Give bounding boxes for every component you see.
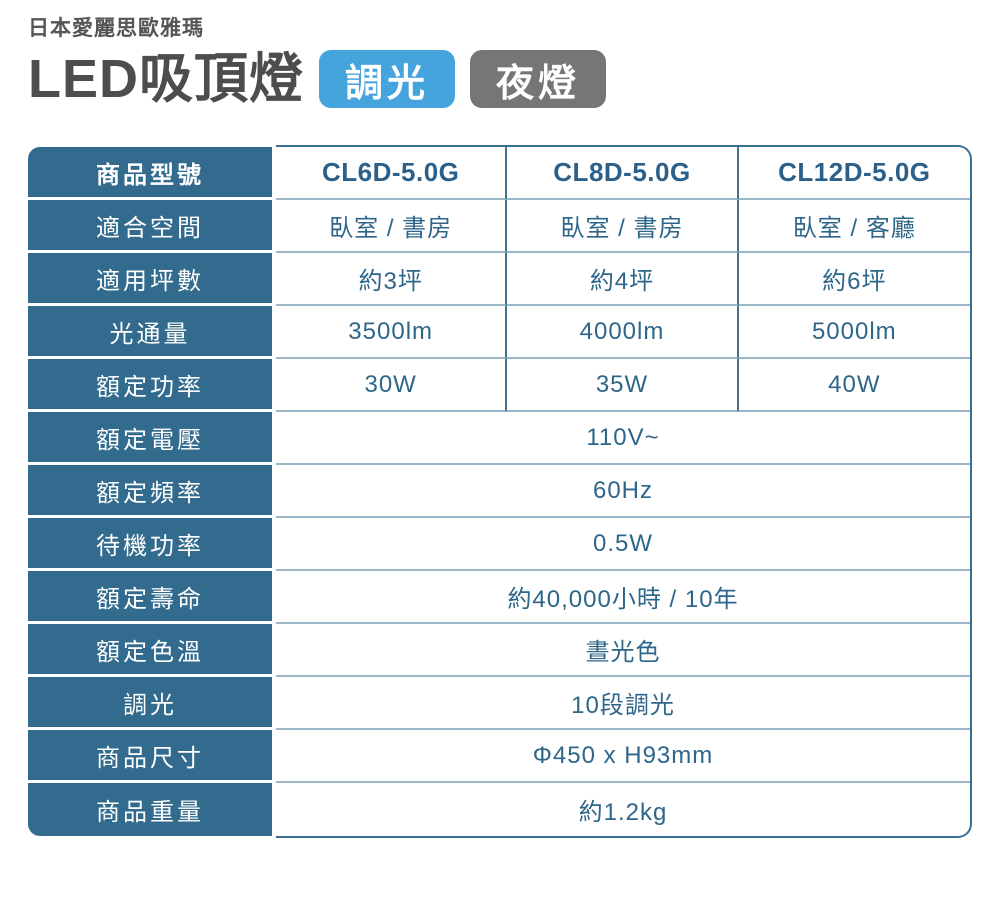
spec-data-area: CL6D-5.0G CL8D-5.0G CL12D-5.0G 臥室 / 書房 臥… [276, 145, 972, 838]
brand-name: 日本愛麗思歐雅瑪 [28, 17, 204, 40]
spec-value-cell: 約3坪 [276, 253, 508, 306]
row-label-rated-life: 額定壽命 [28, 571, 272, 624]
row-label-luminous-flux: 光通量 [28, 306, 272, 359]
spec-value-cell: 5000lm [738, 306, 970, 359]
row-label-rated-power: 額定功率 [28, 359, 272, 412]
row-label-area: 適用坪數 [28, 253, 272, 306]
row-label-color-temp: 額定色溫 [28, 624, 272, 677]
spec-value-cell: 3500lm [276, 306, 508, 359]
row-label-weight: 商品重量 [28, 783, 272, 836]
row-label-space: 適合空間 [28, 200, 272, 253]
spec-value-cell: 30W [276, 359, 508, 412]
spec-value-cell-span: 10段調光 [276, 677, 970, 730]
row-label-dimming: 調光 [28, 677, 272, 730]
spec-value-cell: 約4坪 [507, 253, 739, 306]
spec-value-cell-span: 60Hz [276, 465, 970, 518]
spec-value-cell-span: 0.5W [276, 518, 970, 571]
row-label-rated-frequency: 額定頻率 [28, 465, 272, 518]
spec-table: 商品型號 適合空間 適用坪數 光通量 額定功率 額定電壓 額定頻率 待機功率 額… [28, 145, 972, 838]
spec-label-column: 商品型號 適合空間 適用坪數 光通量 額定功率 額定電壓 額定頻率 待機功率 額… [28, 147, 272, 836]
row-label-rated-voltage: 額定電壓 [28, 412, 272, 465]
spec-value-cell: 臥室 / 書房 [276, 200, 508, 253]
model-cell: CL12D-5.0G [738, 147, 970, 200]
spec-value-cell-span: 約40,000小時 / 10年 [276, 571, 970, 624]
spec-value-cell: 臥室 / 客廳 [738, 200, 970, 253]
model-cell: CL6D-5.0G [276, 147, 508, 200]
spec-value-cell: 4000lm [507, 306, 739, 359]
row-label-standby-power: 待機功率 [28, 518, 272, 571]
title-row: LED吸頂燈 調光 夜燈 [28, 49, 972, 109]
row-label-dimensions: 商品尺寸 [28, 730, 272, 783]
badge-dimming: 調光 [319, 50, 456, 108]
spec-value-cell-span: 晝光色 [276, 624, 970, 677]
spec-value-cell: 40W [738, 359, 970, 412]
model-cell: CL8D-5.0G [507, 147, 739, 200]
spec-value-cell-span: 約1.2kg [578, 799, 668, 826]
product-title: LED吸頂燈 [28, 49, 304, 109]
spec-value-cell-span: Φ450 x H93mm [276, 730, 970, 783]
spec-value-cell: 臥室 / 書房 [507, 200, 739, 253]
spec-value-cell: 35W [507, 359, 739, 412]
row-label-model: 商品型號 [28, 147, 272, 200]
spec-value-cell: 約6坪 [738, 253, 970, 306]
badge-nightlight: 夜燈 [470, 50, 607, 108]
spec-value-cell-span: 110V~ [276, 412, 970, 465]
